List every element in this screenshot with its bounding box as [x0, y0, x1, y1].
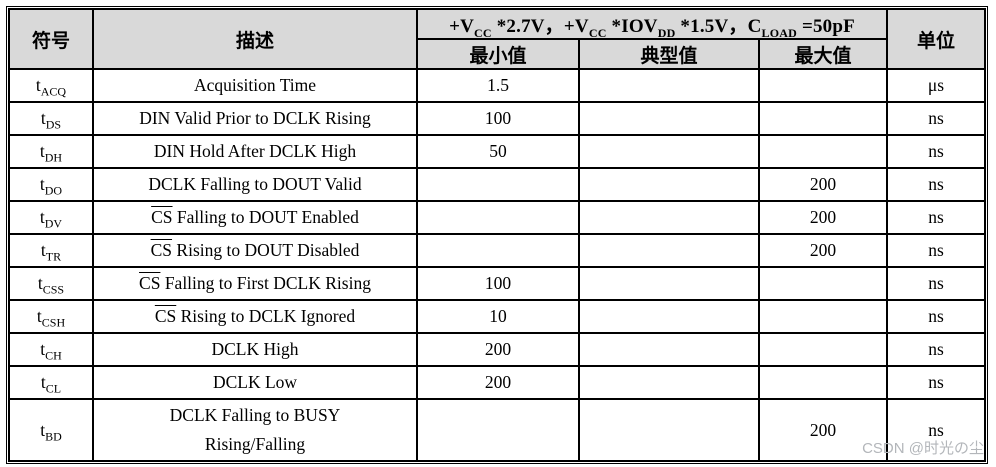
description-cell: CS Rising to DOUT Disabled — [92, 233, 418, 268]
max-value-cell — [757, 365, 889, 400]
max-value-cell — [757, 266, 889, 301]
table-row: tCSS CS Falling to First DCLK Rising 100 ns — [8, 266, 986, 301]
typ-value-cell — [578, 398, 760, 462]
typ-value-cell — [578, 101, 760, 136]
unit-cell: ns — [886, 233, 986, 268]
max-value-cell — [757, 68, 889, 103]
description-cell: CS Falling to First DCLK Rising — [92, 266, 418, 301]
col-header-description: 描述 — [92, 8, 418, 70]
description-cell: CS Falling to DOUT Enabled — [92, 200, 418, 235]
symbol-cell: tDS — [8, 101, 94, 136]
col-header-unit: 单位 — [886, 8, 986, 70]
typ-value-cell — [578, 68, 760, 103]
header-row-top: 符号 描述 +VCC *2.7V，+VCC *IOVDD *1.5V，CLOAD… — [8, 8, 986, 70]
max-value-cell: 200 — [757, 200, 889, 235]
min-value-cell — [416, 398, 580, 462]
unit-cell: μs — [886, 68, 986, 103]
unit-cell: ns — [886, 101, 986, 136]
table-row: tTR CS Rising to DOUT Disabled 200 ns — [8, 233, 986, 268]
symbol-cell: tCSS — [8, 266, 94, 301]
symbol-cell: tCSH — [8, 299, 94, 334]
min-value-cell: 100 — [416, 101, 580, 136]
min-value-cell: 200 — [416, 332, 580, 367]
table-row: tDO DCLK Falling to DOUT Valid 200 ns — [8, 167, 986, 202]
table-row: tCSH CS Rising to DCLK Ignored 10 ns — [8, 299, 986, 334]
table-row: tDV CS Falling to DOUT Enabled 200 ns — [8, 200, 986, 235]
symbol-cell: tDH — [8, 134, 94, 169]
max-value-cell: 200 — [757, 167, 889, 202]
description-cell: DIN Valid Prior to DCLK Rising — [92, 101, 418, 136]
min-value-cell: 50 — [416, 134, 580, 169]
max-value-cell — [757, 332, 889, 367]
min-value-cell: 100 — [416, 266, 580, 301]
col-header-symbol: 符号 — [8, 8, 94, 70]
min-value-cell — [416, 233, 580, 268]
typ-value-cell — [578, 200, 760, 235]
col-header-min: 最小值 — [416, 38, 580, 70]
max-value-cell: 200 — [757, 233, 889, 268]
timing-spec-table: 符号 描述 +VCC *2.7V，+VCC *IOVDD *1.5V，CLOAD… — [8, 8, 986, 462]
unit-cell: ns — [886, 266, 986, 301]
symbol-cell: tCH — [8, 332, 94, 367]
description-cell: CS Rising to DCLK Ignored — [92, 299, 418, 334]
timing-table-border: 符号 描述 +VCC *2.7V，+VCC *IOVDD *1.5V，CLOAD… — [6, 6, 988, 464]
col-header-max: 最大值 — [757, 38, 889, 70]
table-row: tACQ Acquisition Time 1.5 μs — [8, 68, 986, 103]
symbol-cell: tCL — [8, 365, 94, 400]
unit-cell: ns — [886, 167, 986, 202]
symbol-cell: tTR — [8, 233, 94, 268]
typ-value-cell — [578, 332, 760, 367]
table-row: tDS DIN Valid Prior to DCLK Rising 100 ns — [8, 101, 986, 136]
unit-cell: ns — [886, 332, 986, 367]
min-value-cell: 1.5 — [416, 68, 580, 103]
description-cell: DCLK High — [92, 332, 418, 367]
min-value-cell: 10 — [416, 299, 580, 334]
max-value-cell — [757, 101, 889, 136]
unit-cell: ns — [886, 200, 986, 235]
unit-cell: ns — [886, 365, 986, 400]
table-row: tDH DIN Hold After DCLK High 50 ns — [8, 134, 986, 169]
table-row: tCH DCLK High 200 ns — [8, 332, 986, 367]
table-body: tACQ Acquisition Time 1.5 μs tDS DIN Valid Pr… — [8, 68, 986, 462]
description-cell: DCLK Falling to BUSY Rising/Falling — [92, 398, 418, 462]
col-header-typ: 典型值 — [578, 38, 760, 70]
unit-cell: ns — [886, 299, 986, 334]
unit-cell: ns — [886, 398, 986, 462]
col-header-condition: +VCC *2.7V，+VCC *IOVDD *1.5V，CLOAD =50pF — [415, 8, 889, 40]
table-row: tBD DCLK Falling to BUSY Rising/Falling 200… — [8, 398, 986, 462]
table-header: 符号 描述 +VCC *2.7V，+VCC *IOVDD *1.5V，CLOAD… — [8, 8, 986, 70]
symbol-cell: tACQ — [8, 68, 94, 103]
max-value-cell — [757, 134, 889, 169]
typ-value-cell — [578, 365, 760, 400]
min-value-cell: 200 — [416, 365, 580, 400]
unit-cell: ns — [886, 134, 986, 169]
symbol-cell: tDO — [8, 167, 94, 202]
typ-value-cell — [578, 233, 760, 268]
typ-value-cell — [578, 266, 760, 301]
typ-value-cell — [578, 167, 760, 202]
description-cell: DCLK Falling to DOUT Valid — [92, 167, 418, 202]
max-value-cell — [757, 299, 889, 334]
description-cell: DIN Hold After DCLK High — [92, 134, 418, 169]
min-value-cell — [416, 200, 580, 235]
header-row-sub: 最小值 典型值 最大值 — [9, 38, 985, 70]
description-cell: Acquisition Time — [92, 68, 418, 103]
symbol-cell: tDV — [8, 200, 94, 235]
typ-value-cell — [578, 299, 760, 334]
description-cell: DCLK Low — [92, 365, 418, 400]
symbol-cell: tBD — [8, 398, 94, 462]
max-value-cell: 200 — [757, 398, 889, 462]
min-value-cell — [416, 167, 580, 202]
typ-value-cell — [578, 134, 760, 169]
table-row: tCL DCLK Low 200 ns — [8, 365, 986, 400]
